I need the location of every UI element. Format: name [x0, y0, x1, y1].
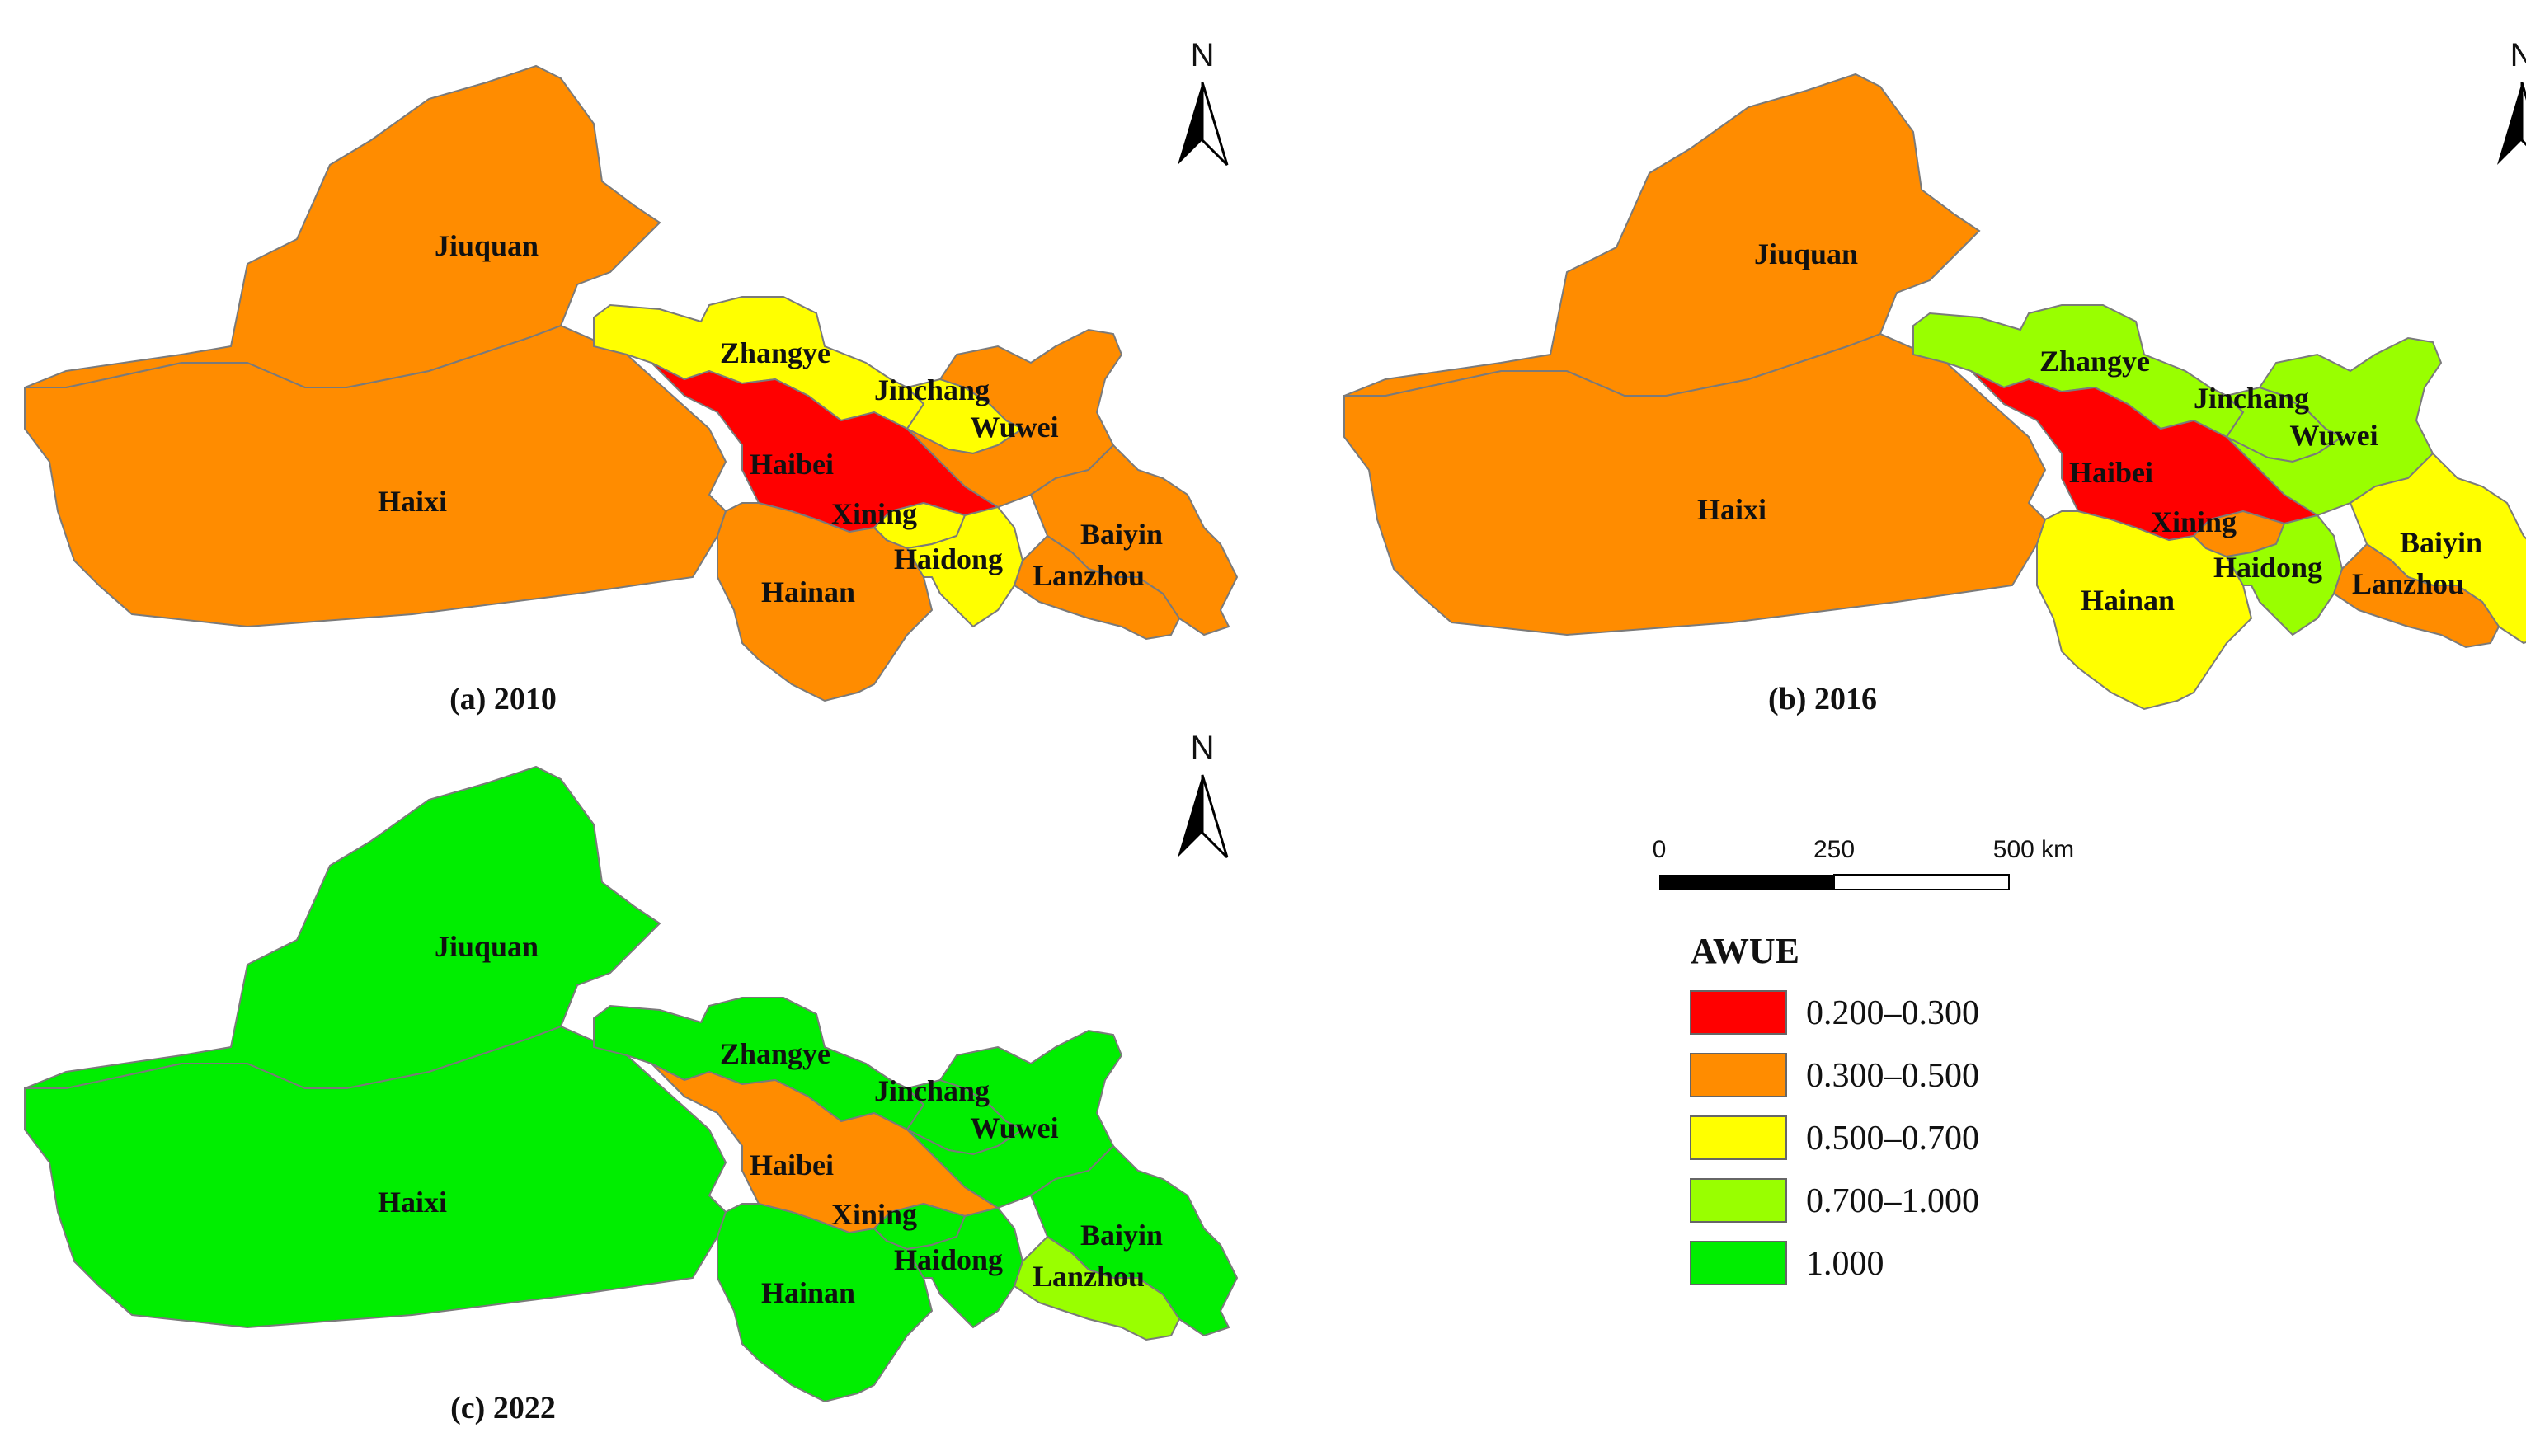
- region-label-haibei: Haibei: [750, 448, 834, 481]
- scale-bar-black-segment: [1659, 875, 1834, 890]
- map-panel-0: Jiuquan Haixi Zhangye Jinchang Wuwei Haibei Xi…: [24, 37, 1239, 716]
- region-label-haixi: Haixi: [1697, 493, 1766, 526]
- north-arrow-icon: N: [1178, 37, 1229, 167]
- region-label-jinchang: Jinchang: [874, 373, 990, 406]
- region-label-zhangye: Zhangye: [2039, 345, 2150, 378]
- legend-swatch-0: [1690, 990, 1787, 1035]
- legend-title: AWUE: [1691, 931, 1799, 971]
- region-label-jinchang: Jinchang: [874, 1074, 990, 1107]
- legend: AWUE 0.200–0.300 0.300–0.500 0.500–0.700 0.…: [1690, 931, 1979, 1285]
- region-label-zhangye: Zhangye: [720, 336, 830, 369]
- legend-swatch-3: [1690, 1178, 1787, 1223]
- region-label-haibei: Haibei: [2069, 456, 2153, 489]
- region-label-haixi: Haixi: [378, 1186, 447, 1219]
- region-label-haidong: Haidong: [894, 1243, 1003, 1276]
- north-arrow-left-half: [2497, 82, 2522, 165]
- panel-caption-1: (b) 2016: [1768, 682, 1877, 716]
- map-panel-1: Jiuquan Haixi Zhangye Jinchang Wuwei Haibei Xi…: [1343, 37, 2526, 716]
- panel-caption-0: (a) 2010: [449, 682, 557, 716]
- legend-label-4: 1.000: [1806, 1245, 1884, 1283]
- region-label-haibei: Haibei: [750, 1148, 834, 1181]
- region-label-lanzhou: Lanzhou: [2352, 567, 2464, 600]
- region-label-baiyin: Baiyin: [1080, 1219, 1163, 1252]
- scale-bar-label-500: 500 km: [1993, 836, 2074, 863]
- north-arrow-label: N: [2510, 37, 2526, 73]
- region-label-xining: Xining: [831, 497, 917, 530]
- map-panel-2: Jiuquan Haixi Zhangye Jinchang Wuwei Haibei Xi…: [24, 730, 1239, 1425]
- region-label-hainan: Hainan: [2081, 584, 2175, 617]
- region-lanzhou: [2332, 542, 2500, 649]
- region-label-lanzhou: Lanzhou: [1033, 559, 1145, 592]
- legend-swatch-1: [1690, 1053, 1787, 1097]
- north-arrow-right-half: [2520, 82, 2526, 147]
- region-label-wuwei: Wuwei: [970, 1111, 1058, 1144]
- region-label-jiuquan: Jiuquan: [435, 229, 539, 262]
- north-arrow-left-half: [1178, 775, 1202, 857]
- legend-swatch-4: [1690, 1241, 1787, 1285]
- region-jiuquan: [1343, 73, 1981, 397]
- north-arrow-label: N: [1191, 37, 1215, 73]
- region-label-wuwei: Wuwei: [2289, 419, 2378, 452]
- region-lanzhou: [1013, 1235, 1181, 1341]
- north-arrow-label: N: [1191, 730, 1215, 766]
- region-jiuquan: [24, 765, 661, 1089]
- region-label-haidong: Haidong: [894, 542, 1003, 575]
- legend-label-2: 0.500–0.700: [1806, 1120, 1979, 1158]
- scale-bar: 0 250 500 km: [1653, 836, 2074, 890]
- scale-bar-label-0: 0: [1653, 836, 1667, 863]
- legend-label-0: 0.200–0.300: [1806, 994, 1979, 1032]
- scale-bar-label-250: 250: [1813, 836, 1855, 863]
- region-jiuquan: [24, 64, 661, 388]
- region-lanzhou: [1013, 534, 1181, 641]
- north-arrow-icon: N: [1178, 730, 1229, 859]
- region-label-lanzhou: Lanzhou: [1033, 1260, 1145, 1293]
- region-label-zhangye: Zhangye: [720, 1037, 830, 1070]
- region-label-baiyin: Baiyin: [1080, 518, 1163, 551]
- region-label-xining: Xining: [831, 1198, 917, 1231]
- region-label-hainan: Hainan: [761, 1276, 855, 1309]
- region-label-hainan: Hainan: [761, 575, 855, 608]
- north-arrow-right-half: [1201, 82, 1229, 167]
- region-label-haixi: Haixi: [378, 485, 447, 518]
- legend-label-1: 0.300–0.500: [1806, 1057, 1979, 1095]
- region-label-haidong: Haidong: [2213, 551, 2322, 584]
- region-label-baiyin: Baiyin: [2400, 526, 2482, 559]
- region-label-xining: Xining: [2151, 505, 2237, 538]
- north-arrow-right-half: [1201, 774, 1229, 859]
- legend-swatch-2: [1690, 1115, 1787, 1160]
- scale-bar-white-segment: [1833, 874, 2010, 890]
- region-label-jinchang: Jinchang: [2194, 382, 2309, 415]
- region-label-jiuquan: Jiuquan: [1754, 237, 1858, 270]
- region-label-jiuquan: Jiuquan: [435, 930, 539, 963]
- legend-label-3: 0.700–1.000: [1806, 1182, 1979, 1220]
- panel-caption-2: (c) 2022: [450, 1391, 556, 1425]
- north-arrow-icon: N: [2497, 37, 2526, 165]
- north-arrow-left-half: [1178, 82, 1202, 165]
- region-label-wuwei: Wuwei: [970, 411, 1058, 444]
